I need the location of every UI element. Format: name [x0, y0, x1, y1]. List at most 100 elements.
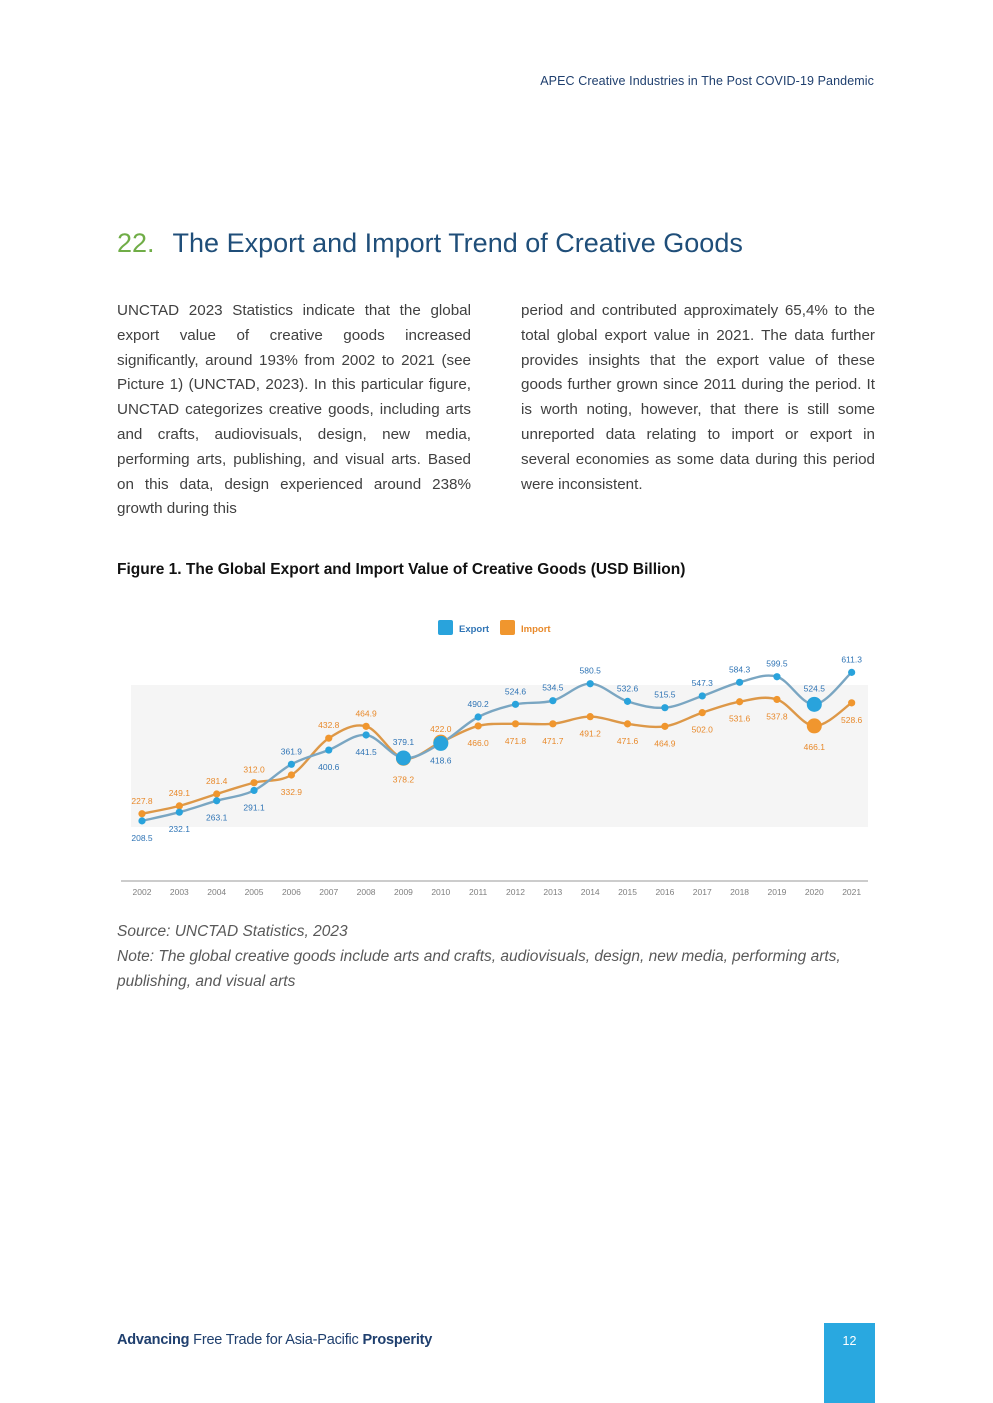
line-chart-svg: 208.5 227.8 232.1 249.1 263.1 281.4 291.1 312.0… — [121, 620, 868, 897]
data-point-import-2018 — [736, 698, 744, 706]
footer-tagline-part-2: Free Trade for Asia-Pacific — [193, 1332, 363, 1348]
data-label-import-2002: 227.8 — [131, 796, 153, 806]
x-tick-label-2004: 2004 — [207, 887, 226, 897]
figure-source: Source: UNCTAD Statistics, 2023 — [117, 923, 348, 940]
data-point-import-2003 — [175, 802, 183, 810]
data-label-export-2003: 232.1 — [169, 824, 191, 834]
data-point-import-2011 — [474, 722, 482, 730]
data-point-export-2012 — [511, 700, 520, 708]
x-tick-label-2012: 2012 — [506, 887, 525, 897]
footer-tagline-part-1: Advancing — [117, 1332, 194, 1348]
data-label-export-2005: 291.1 — [243, 802, 265, 812]
data-label-import-2017: 502.0 — [692, 725, 714, 735]
data-point-import-2015 — [623, 720, 632, 728]
x-tick-label-2010: 2010 — [431, 887, 450, 897]
x-tick-label-2005: 2005 — [245, 887, 264, 897]
line-chart: 208.5 227.8 232.1 249.1 263.1 281.4 291.1 312.0… — [117, 605, 877, 900]
plot-area-background — [131, 685, 868, 827]
data-label-import-2012: 471.8 — [505, 736, 527, 746]
x-tick-label-2006: 2006 — [282, 887, 301, 897]
x-tick-label-2007: 2007 — [319, 887, 338, 897]
data-point-export-2005 — [250, 786, 258, 795]
data-point-export-2007 — [325, 746, 333, 754]
data-point-import-2019 — [773, 695, 781, 704]
data-label-import-2016: 464.9 — [654, 738, 676, 748]
data-label-export-2014: 580.5 — [580, 666, 602, 676]
data-label-import-2005: 312.0 — [243, 765, 265, 775]
x-tick-label-2014: 2014 — [581, 887, 600, 897]
data-label-import-2011: 466.0 — [468, 738, 490, 748]
x-tick-label-2011: 2011 — [469, 887, 488, 897]
data-label-export-2015: 532.6 — [617, 683, 639, 693]
data-label-import-2021: 528.6 — [841, 715, 863, 725]
data-label-export-2018: 584.3 — [729, 664, 751, 674]
figure-source-note: Source: UNCTAD Statistics, 2023 Note: Th… — [117, 919, 877, 994]
figure-note: Note: The global creative goods include … — [117, 948, 841, 990]
data-point-import-2021 — [848, 699, 856, 707]
data-label-import-2010: 422.0 — [430, 724, 452, 734]
data-label-import-2013: 471.7 — [542, 736, 564, 746]
data-label-import-2014: 491.2 — [580, 729, 602, 739]
data-point-import-2014 — [586, 713, 594, 721]
data-label-export-2006: 361.9 — [281, 746, 303, 756]
data-label-import-2020: 466.1 — [804, 742, 826, 752]
x-tick-label-2018: 2018 — [730, 887, 749, 897]
x-tick-label-2015: 2015 — [618, 887, 637, 897]
data-point-export-2021 — [848, 668, 856, 676]
data-point-export-2019 — [773, 673, 781, 681]
data-label-export-2008: 441.5 — [355, 747, 377, 757]
data-label-export-2017: 547.3 — [692, 678, 714, 688]
data-label-import-2004: 281.4 — [206, 776, 228, 786]
data-point-export-2003 — [175, 808, 183, 816]
x-tick-label-2008: 2008 — [357, 887, 376, 897]
page-number: 12 — [842, 1334, 857, 1348]
legend-swatch-export — [438, 620, 453, 635]
data-label-export-2007: 400.6 — [318, 762, 340, 772]
x-tick-label-2021: 2021 — [842, 887, 861, 897]
data-label-import-2006: 332.9 — [281, 787, 303, 797]
footer-tagline-part-3: Prosperity — [362, 1332, 433, 1348]
x-tick-label-2017: 2017 — [693, 887, 712, 897]
data-label-import-2019: 537.8 — [766, 711, 788, 721]
figure-caption: Figure 1. The Global Export and Import V… — [117, 561, 686, 578]
data-label-export-2012: 524.6 — [505, 686, 527, 696]
data-point-import-2020 — [806, 718, 822, 734]
data-label-import-2018: 531.6 — [729, 714, 751, 724]
running-header: APEC Creative Industries in The Post COV… — [540, 74, 874, 88]
x-tick-label-2019: 2019 — [767, 887, 786, 897]
data-label-export-2010: 418.6 — [430, 755, 452, 765]
data-label-export-2004: 263.1 — [206, 813, 228, 823]
data-point-export-2009 — [395, 750, 411, 766]
data-point-import-2006 — [287, 771, 295, 779]
x-tick-label-2016: 2016 — [655, 887, 674, 897]
data-point-export-2017 — [698, 692, 706, 700]
data-label-export-2021: 611.3 — [841, 654, 862, 664]
data-point-export-2020 — [806, 696, 822, 712]
data-label-import-2015: 471.6 — [617, 736, 639, 746]
x-tick-label-2009: 2009 — [394, 887, 413, 897]
section-number: 22. — [117, 228, 155, 258]
legend-label-export: Export — [459, 624, 490, 635]
data-label-export-2016: 515.5 — [654, 690, 676, 700]
data-label-import-2009: 378.2 — [393, 774, 415, 784]
legend-label-import: Import — [521, 624, 551, 635]
data-point-import-2007 — [325, 734, 333, 742]
data-point-export-2008 — [362, 731, 370, 739]
data-point-export-2013 — [549, 697, 557, 705]
section-title-text: The Export and Import Trend of Creative … — [172, 228, 743, 258]
data-point-import-2013 — [549, 720, 557, 728]
data-point-import-2017 — [698, 709, 706, 717]
data-point-export-2002 — [138, 817, 146, 825]
body-text-left-column: UNCTAD 2023 Statistics indicate that the… — [117, 302, 471, 518]
data-label-export-2011: 490.2 — [468, 699, 490, 709]
x-tick-label-2002: 2002 — [133, 887, 152, 897]
x-tick-label-2013: 2013 — [543, 887, 562, 897]
data-point-import-2005 — [250, 779, 258, 787]
x-tick-label-2020: 2020 — [805, 887, 824, 897]
x-tick-label-2003: 2003 — [170, 887, 189, 897]
data-point-import-2016 — [661, 722, 669, 730]
data-label-export-2013: 534.5 — [542, 683, 564, 693]
section-title: 22. The Export and Import Trend of Creati… — [117, 228, 743, 259]
data-point-export-2016 — [661, 704, 669, 712]
data-label-import-2003: 249.1 — [169, 788, 191, 798]
